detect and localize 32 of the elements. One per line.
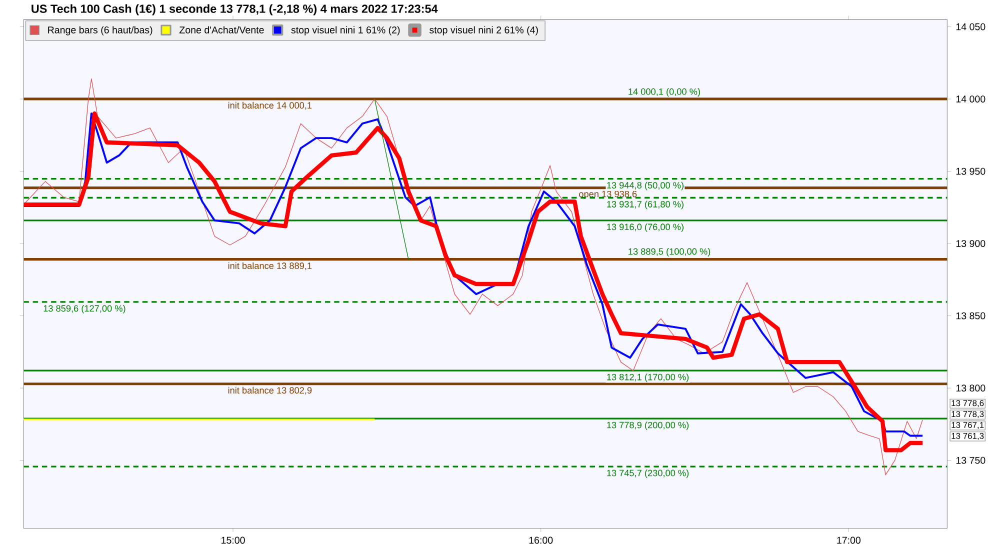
- x-tick-label: 17:00: [837, 536, 861, 544]
- ref-line-label: 13 778,9 (200,00 %): [607, 422, 689, 430]
- legend-label: Zone d'Achat/Vente: [179, 26, 264, 34]
- ref-line-label: init balance 13 889,1: [228, 262, 312, 270]
- legend-label: Range bars (6 haut/bas): [48, 26, 152, 36]
- ref-line-label: 13 859,6 (127,00 %): [44, 305, 126, 314]
- y-tick-label: 13 800: [956, 384, 986, 392]
- ref-line-label: 13 944,8 (50,00 %): [607, 182, 684, 190]
- text: 13 767,1: [952, 422, 984, 430]
- text: 13 778,6: [952, 400, 984, 408]
- legend-label: stop visuel nini 1 61% (2): [291, 26, 400, 36]
- legend-label: stop visuel nini 2 61% (4): [430, 26, 538, 36]
- annotation: 14 000,1 (0,00 %): [628, 88, 700, 97]
- x-tick-label: 15:00: [222, 536, 245, 544]
- x-tick-label: 16:00: [529, 536, 553, 544]
- ref-line-label: open 13 938,6: [579, 190, 637, 200]
- y-tick-label: 14 000: [956, 96, 986, 103]
- text: 13 778,3: [952, 411, 984, 418]
- ref-line-label: 13 931,7 (61,80 %): [607, 200, 684, 210]
- y-tick-label: 14 050: [956, 23, 986, 30]
- y-tick-label: 13 900: [956, 240, 986, 248]
- text: 13 761,3: [952, 433, 984, 440]
- ref-line-label: 13 812,1 (170,00 %): [607, 374, 689, 382]
- y-tick-label: 13 750: [956, 456, 986, 464]
- y-tick-label: 13 950: [956, 168, 986, 175]
- ref-line-label: init balance 13 802,9: [228, 386, 312, 395]
- y-tick-label: 13 850: [956, 312, 986, 320]
- annotation: 13 889,5 (100,00 %): [628, 248, 710, 257]
- chart-title: US Tech 100 Cash (1€) 1 seconde 13 778,1 (-2,18 %) 4 mars 2022 17:23:54: [32, 4, 438, 16]
- ref-line-label: 13 745,7 (230,00 %): [607, 470, 689, 478]
- ref-line-label: 13 916,0 (76,00 %): [607, 224, 684, 232]
- ref-line-label: init balance 14 000,1: [228, 102, 312, 110]
